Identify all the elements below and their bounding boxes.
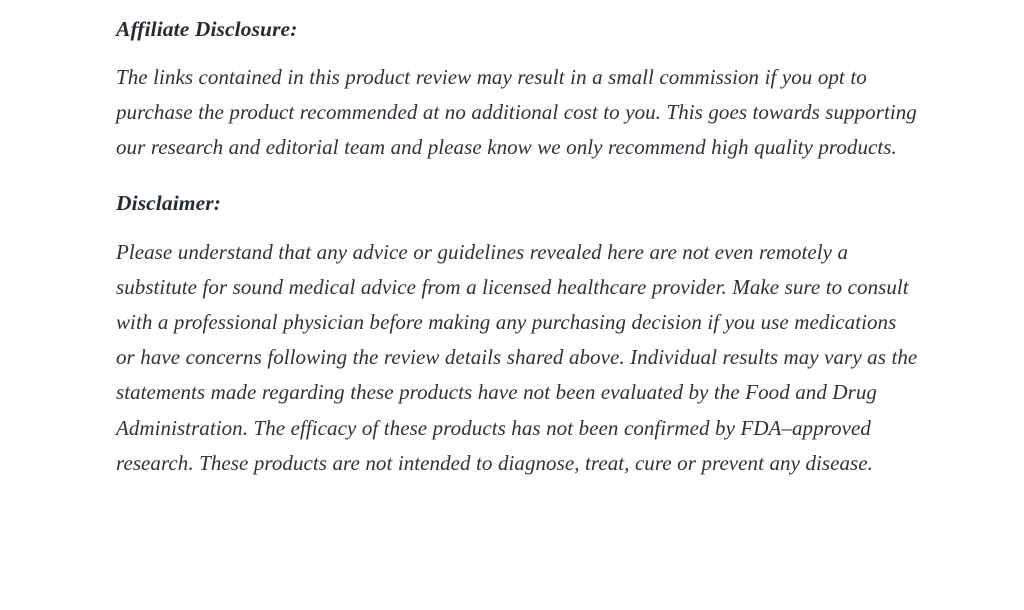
affiliate-disclosure-heading: Affiliate Disclosure: xyxy=(116,17,298,41)
disclaimer-heading: Disclaimer: xyxy=(116,190,221,215)
affiliate-disclosure-text: The links contained in this product revi… xyxy=(116,65,917,160)
content-column-edge xyxy=(922,0,923,610)
disclaimer-text: Please understand that any advice or gui… xyxy=(116,239,918,475)
affiliate-disclosure-section: Affiliate Disclosure: The links containe… xyxy=(116,14,920,166)
disclaimer-section: Disclaimer: Please understand that any a… xyxy=(116,188,920,481)
